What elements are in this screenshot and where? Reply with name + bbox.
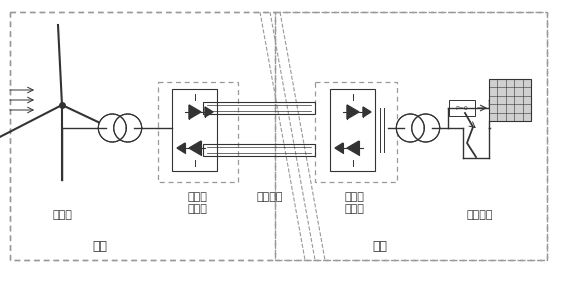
Bar [489, 79, 531, 121]
Polygon shape [177, 143, 185, 153]
Text: 交流主网: 交流主网 [467, 210, 493, 220]
Text: P=0: P=0 [456, 105, 468, 111]
Polygon shape [205, 107, 213, 117]
Polygon shape [335, 143, 343, 153]
Circle shape [397, 115, 424, 141]
Text: 风场侧: 风场侧 [187, 192, 207, 202]
Bar [172, 89, 218, 171]
Bar [203, 102, 315, 114]
Bar [275, 12, 547, 260]
Bar [203, 144, 315, 156]
Circle shape [99, 115, 126, 141]
Text: 风电场: 风电场 [52, 210, 72, 220]
Text: 岸上: 岸上 [373, 240, 388, 253]
Text: 海上: 海上 [93, 240, 108, 253]
Bar [10, 12, 547, 260]
Polygon shape [347, 141, 359, 155]
Text: 换流站: 换流站 [344, 204, 364, 214]
Bar [330, 89, 375, 171]
Bar [10, 12, 275, 260]
Text: 电网侧: 电网侧 [344, 192, 364, 202]
Bar [158, 82, 238, 182]
Text: 换流站: 换流站 [187, 204, 207, 214]
Polygon shape [363, 107, 371, 117]
Polygon shape [189, 105, 201, 119]
Text: 海底电缆: 海底电缆 [257, 192, 283, 202]
Circle shape [412, 115, 439, 141]
Circle shape [114, 115, 141, 141]
Polygon shape [189, 141, 201, 155]
Bar [449, 100, 475, 116]
Polygon shape [347, 105, 359, 119]
Bar [315, 82, 397, 182]
